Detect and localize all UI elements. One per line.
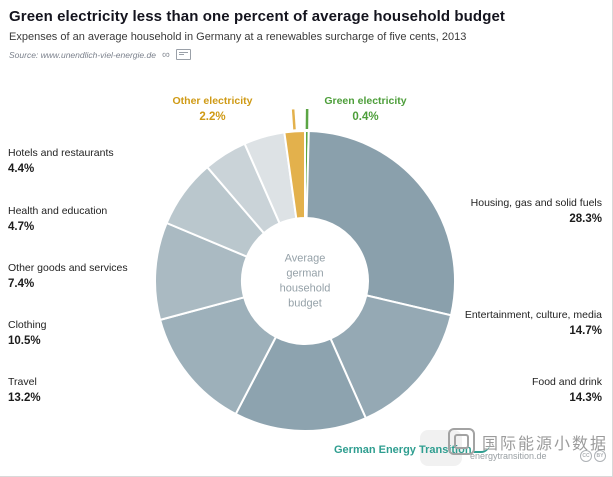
label-name: Other goods and services bbox=[8, 262, 128, 274]
chart-card-icon bbox=[175, 49, 191, 60]
label-pct: 10.5% bbox=[8, 335, 41, 348]
label-other-electricity: Other electricity 2.2% bbox=[155, 94, 270, 126]
label-hotels-restaurants: Hotels and restaurants 4.4% bbox=[8, 146, 114, 178]
label-health-education: Health and education 4.7% bbox=[8, 204, 107, 236]
footer-site-text: energytransition.de bbox=[470, 451, 547, 461]
page-subtitle: Expenses of an average household in Germ… bbox=[9, 31, 467, 43]
watermark-text: 国际能源小数据 bbox=[482, 433, 609, 453]
slice-other-electricity bbox=[283, 129, 306, 220]
label-pct: 7.4% bbox=[8, 278, 35, 291]
cc-icon: CC bbox=[580, 450, 592, 462]
header: Green electricity less than one percent … bbox=[9, 8, 604, 60]
brand-text: German Energy Transition bbox=[334, 444, 472, 456]
source-text: Source: www.unendlich-viel-energie.de bbox=[9, 49, 156, 60]
label-name: Travel bbox=[8, 376, 37, 388]
label-pct: 14.3% bbox=[569, 392, 602, 405]
slice-housing-gas-and-solid-fuels bbox=[305, 130, 456, 317]
label-travel: Travel 13.2% bbox=[8, 375, 41, 407]
label-pct: 0.4% bbox=[352, 111, 379, 124]
label-name: Other electricity bbox=[172, 95, 253, 107]
label-clothing: Clothing 10.5% bbox=[8, 318, 47, 350]
label-pct: 4.7% bbox=[8, 221, 35, 234]
label-housing: Housing, gas and solid fuels 28.3% bbox=[471, 196, 602, 228]
chart-center-label: Average german household budget bbox=[279, 252, 331, 309]
label-name: Entertainment, culture, media bbox=[464, 309, 602, 321]
watermark: 国际能源小数据 bbox=[448, 428, 608, 455]
label-name: Clothing bbox=[8, 319, 47, 331]
watermark-icon bbox=[448, 428, 475, 455]
brand-swoosh-icon bbox=[473, 444, 490, 453]
label-pct: 2.2% bbox=[199, 111, 226, 124]
callout-tick bbox=[291, 109, 296, 130]
slice-entertainment-culture-media bbox=[329, 294, 453, 420]
label-green-electricity: Green electricity 0.4% bbox=[308, 94, 423, 126]
label-name: Housing, gas and solid fuels bbox=[470, 197, 602, 209]
label-name: Hotels and restaurants bbox=[8, 147, 114, 159]
label-name: Food and drink bbox=[531, 376, 602, 388]
slice-food-and-drink bbox=[234, 335, 368, 432]
footer-brand-logo: German Energy Transition bbox=[334, 444, 490, 456]
label-pct: 14.7% bbox=[569, 325, 602, 338]
source-row: Source: www.unendlich-viel-energie.de ∞ bbox=[9, 49, 604, 60]
label-entertainment: Entertainment, culture, media 14.7% bbox=[465, 308, 602, 340]
cc-license-icons: CC BY bbox=[580, 450, 606, 462]
label-pct: 28.3% bbox=[569, 213, 602, 226]
label-pct: 13.2% bbox=[8, 392, 41, 405]
glasses-icon: ∞ bbox=[161, 48, 170, 61]
label-name: Health and education bbox=[8, 205, 108, 217]
page-title: Green electricity less than one percent … bbox=[9, 8, 505, 25]
cc-by-icon: BY bbox=[594, 450, 606, 462]
label-name: Green electricity bbox=[324, 95, 407, 107]
label-food-drink: Food and drink 14.3% bbox=[532, 375, 602, 407]
label-other-goods: Other goods and services 7.4% bbox=[8, 261, 128, 293]
slice-travel bbox=[158, 296, 278, 416]
label-pct: 4.4% bbox=[8, 163, 35, 176]
